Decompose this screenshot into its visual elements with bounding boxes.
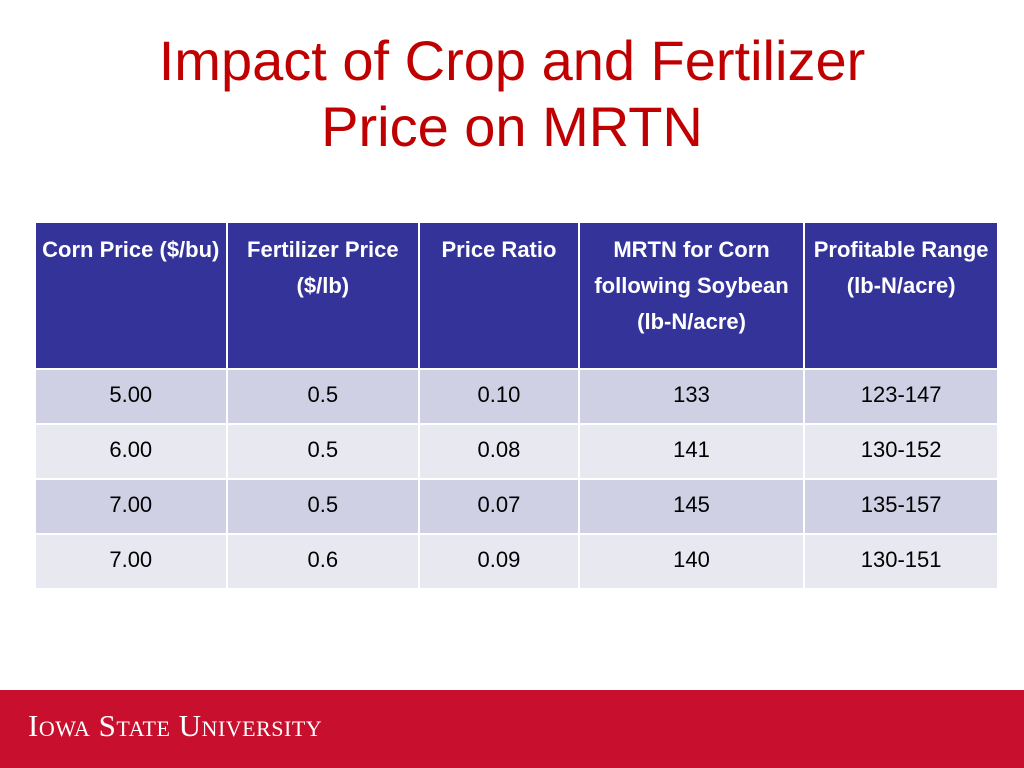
iowa-state-university-logo: Iowa State University bbox=[28, 708, 323, 743]
table-row: 5.00 0.5 0.10 133 123-147 bbox=[34, 368, 999, 425]
cell-price-ratio: 0.09 bbox=[418, 533, 580, 590]
cell-mrtn: 133 bbox=[577, 368, 806, 425]
slide-title: Impact of Crop and Fertilizer Price on M… bbox=[0, 28, 1024, 160]
table-header-row: Corn Price ($/bu) Fertilizer Price ($/lb… bbox=[34, 221, 999, 370]
cell-profitable-range: 130-152 bbox=[803, 423, 999, 480]
slide-title-line-1: Impact of Crop and Fertilizer bbox=[158, 29, 866, 92]
table-row: 7.00 0.5 0.07 145 135-157 bbox=[34, 478, 999, 535]
cell-price-ratio: 0.07 bbox=[418, 478, 580, 535]
cell-price-ratio: 0.10 bbox=[418, 368, 580, 425]
cell-mrtn: 140 bbox=[577, 533, 806, 590]
header-price-ratio: Price Ratio bbox=[418, 221, 580, 370]
header-mrtn: MRTN for Corn following Soybean (lb-N/ac… bbox=[577, 221, 806, 370]
cell-fertilizer-price: 0.6 bbox=[225, 533, 421, 590]
cell-mrtn: 141 bbox=[577, 423, 806, 480]
cell-price-ratio: 0.08 bbox=[418, 423, 580, 480]
cell-corn-price: 7.00 bbox=[34, 478, 228, 535]
cell-profitable-range: 123-147 bbox=[803, 368, 999, 425]
table-row: 7.00 0.6 0.09 140 130-151 bbox=[34, 533, 999, 590]
header-corn-price: Corn Price ($/bu) bbox=[34, 221, 228, 370]
cell-fertilizer-price: 0.5 bbox=[225, 368, 421, 425]
cell-mrtn: 145 bbox=[577, 478, 806, 535]
header-profitable-range: Profitable Range (lb-N/acre) bbox=[803, 221, 999, 370]
table-row: 6.00 0.5 0.08 141 130-152 bbox=[34, 423, 999, 480]
cell-corn-price: 7.00 bbox=[34, 533, 228, 590]
slide-title-line-2: Price on MRTN bbox=[321, 95, 703, 158]
mrtn-price-table: Corn Price ($/bu) Fertilizer Price ($/lb… bbox=[34, 221, 999, 590]
header-fertilizer-price: Fertilizer Price ($/lb) bbox=[225, 221, 421, 370]
cell-corn-price: 5.00 bbox=[34, 368, 228, 425]
footer-bar bbox=[0, 690, 1024, 768]
cell-profitable-range: 135-157 bbox=[803, 478, 999, 535]
cell-corn-price: 6.00 bbox=[34, 423, 228, 480]
cell-fertilizer-price: 0.5 bbox=[225, 478, 421, 535]
cell-profitable-range: 130-151 bbox=[803, 533, 999, 590]
cell-fertilizer-price: 0.5 bbox=[225, 423, 421, 480]
